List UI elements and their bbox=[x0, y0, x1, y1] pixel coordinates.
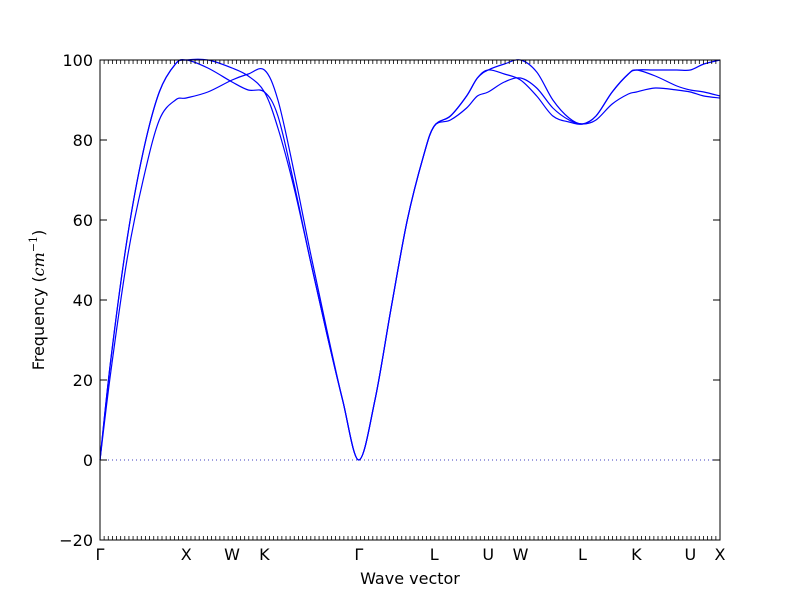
x-tick-label: L bbox=[578, 545, 587, 564]
x-tick-label: X bbox=[715, 545, 726, 564]
x-tick-label: X bbox=[181, 545, 192, 564]
y-tick-label: 0 bbox=[83, 451, 93, 470]
x-tick-label: W bbox=[224, 545, 240, 564]
x-tick-label: L bbox=[430, 545, 439, 564]
x-tick-label: U bbox=[482, 545, 494, 564]
y-axis-title-close: ) bbox=[29, 230, 48, 236]
y-axis-unit-exp: −1 bbox=[27, 236, 40, 252]
phonon-branch-3 bbox=[99, 58, 721, 461]
y-tick-label: 80 bbox=[73, 131, 93, 150]
plot-frame bbox=[99, 59, 721, 541]
y-axis: −20 0 20 40 60 80 100 bbox=[59, 51, 720, 550]
x-tick-label: K bbox=[259, 545, 270, 564]
x-axis-title: Wave vector bbox=[360, 569, 460, 588]
series-group bbox=[99, 58, 721, 461]
phonon-branch-1 bbox=[99, 58, 721, 461]
y-tick-label: 20 bbox=[73, 371, 93, 390]
y-axis-title: Frequency (cm−1) bbox=[27, 230, 48, 371]
y-tick-label: 60 bbox=[73, 211, 93, 230]
x-tick-label: U bbox=[684, 545, 696, 564]
y-tick-label: −20 bbox=[59, 531, 93, 550]
y-tick-label: 100 bbox=[62, 51, 93, 70]
y-tick-label: 40 bbox=[73, 291, 93, 310]
x-tick-label: K bbox=[631, 545, 642, 564]
x-tick-label: Γ bbox=[354, 545, 363, 564]
phonon-branch-2 bbox=[99, 67, 721, 461]
x-tick-label: Γ bbox=[96, 545, 105, 564]
y-axis-title-text: Frequency ( bbox=[29, 276, 48, 370]
x-tick-label: W bbox=[513, 545, 529, 564]
y-axis-unit-base: cm bbox=[29, 252, 48, 276]
